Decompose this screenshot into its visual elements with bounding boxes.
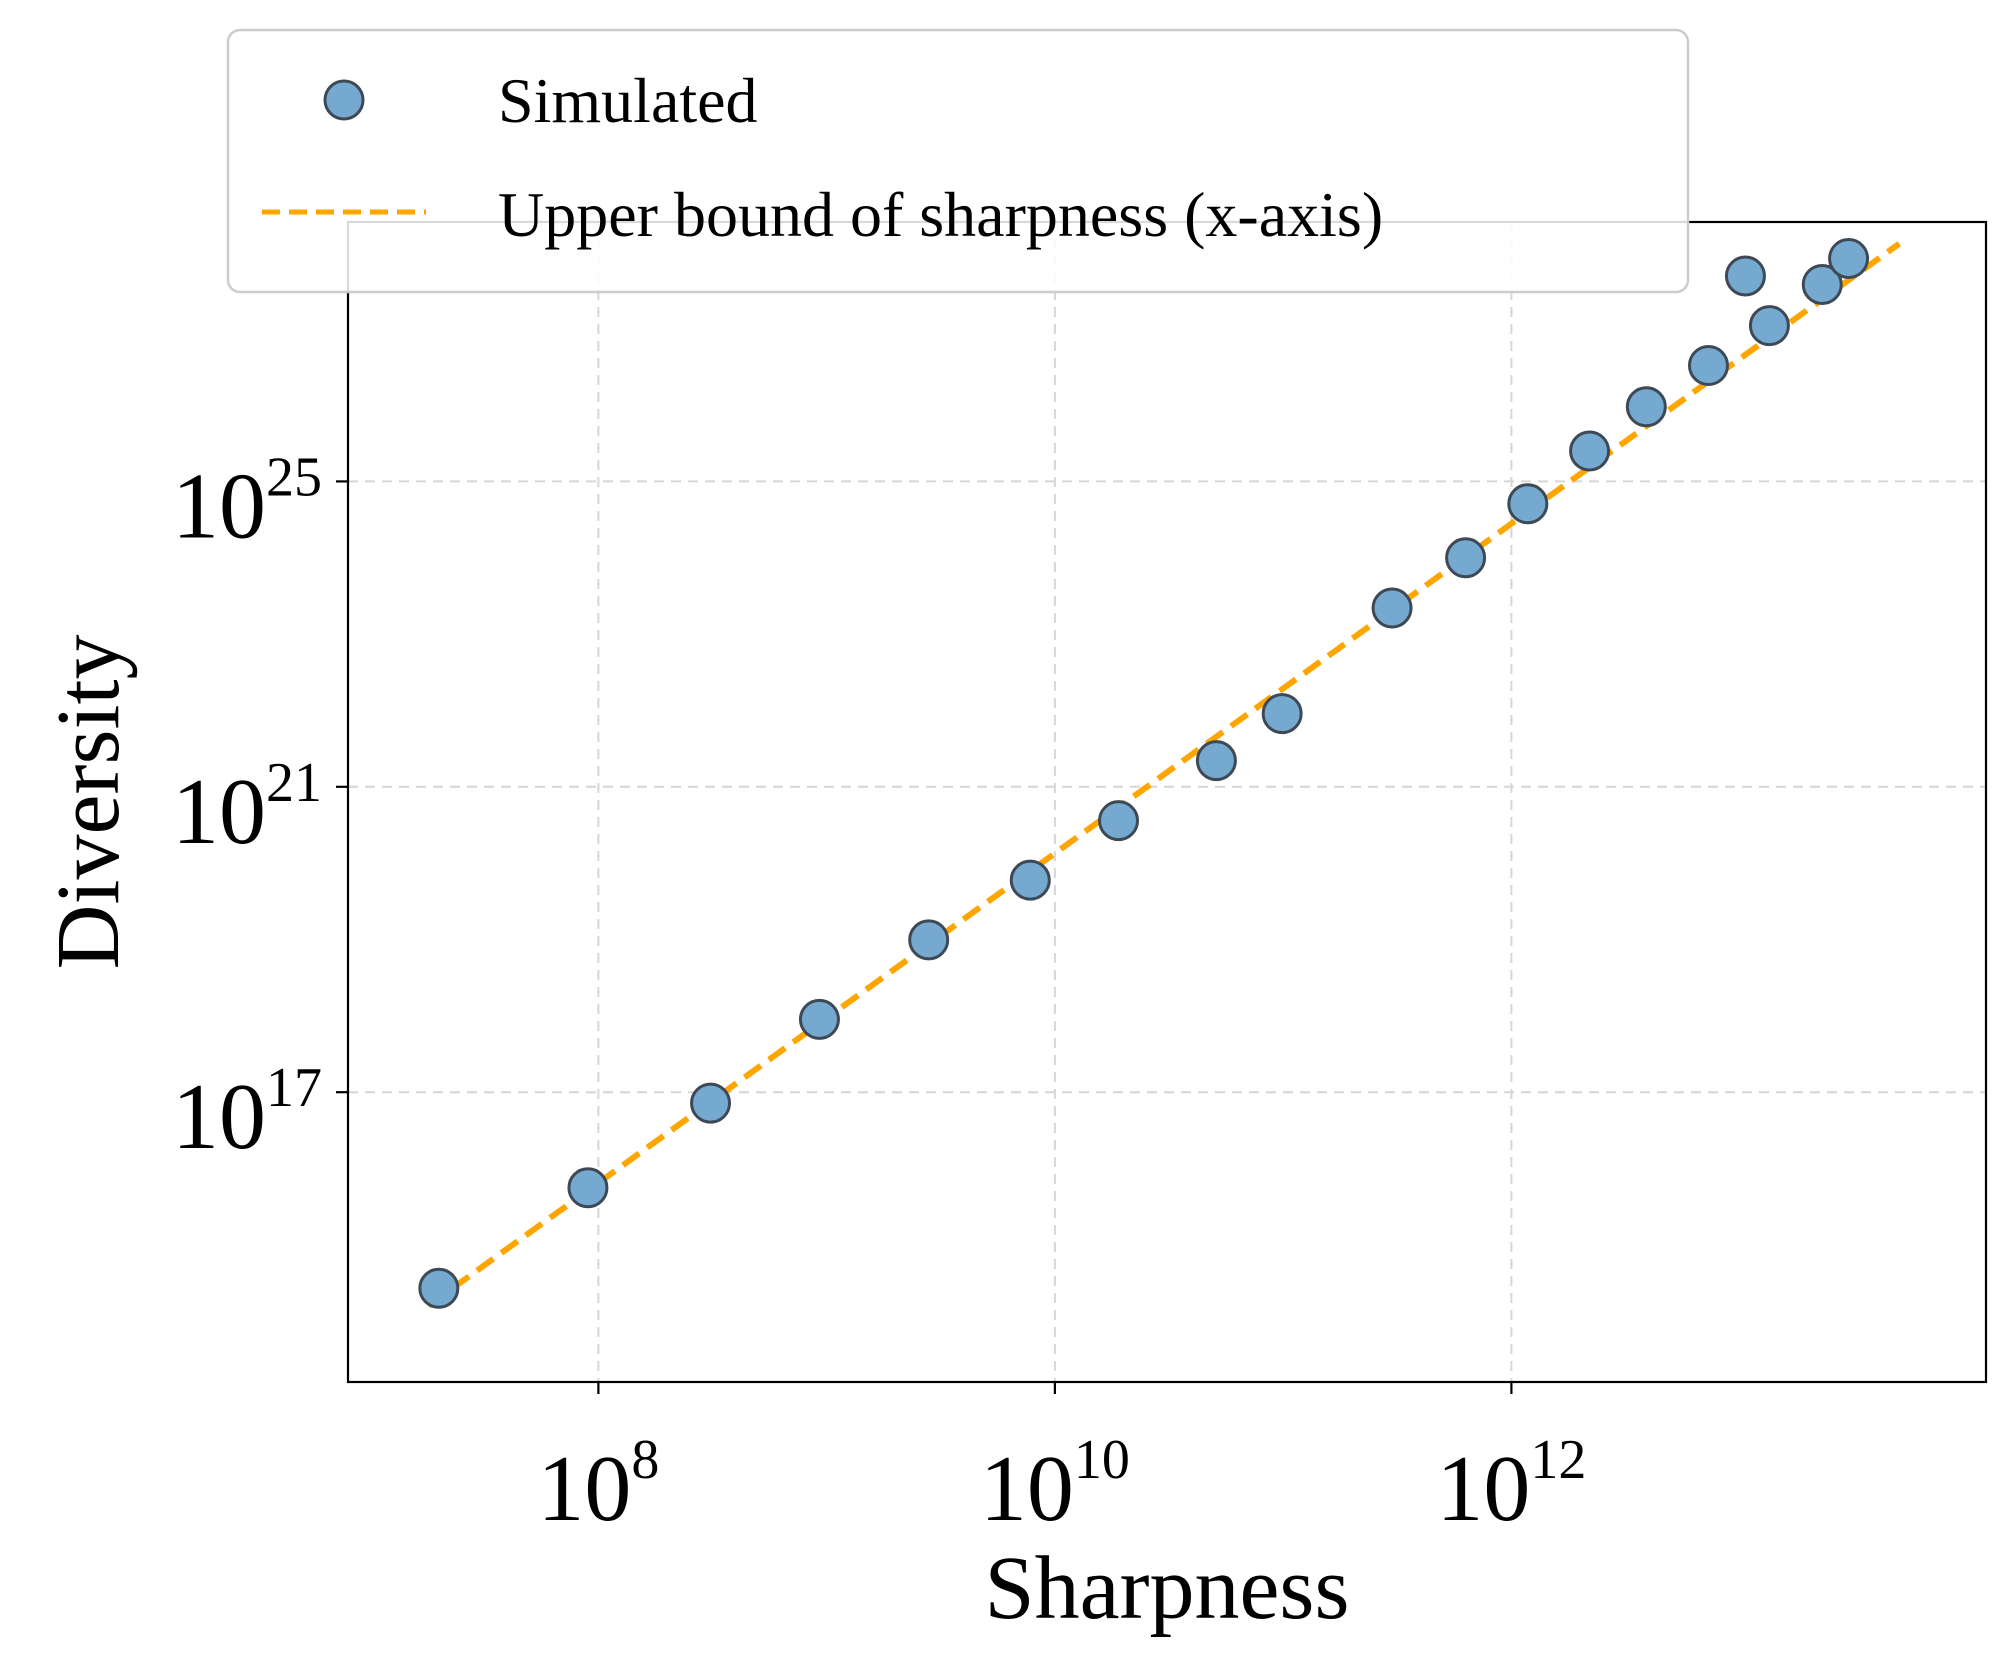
simulated-point <box>1371 587 1413 629</box>
legend-upper-bound-label: Upper bound of sharpness (x-axis) <box>498 179 1383 250</box>
simulated-point <box>1507 483 1549 525</box>
simulated-point <box>1261 693 1303 735</box>
legend-simulated-label: Simulated <box>498 65 758 136</box>
y-tick-label: 1021 <box>172 752 322 864</box>
grid-lines <box>348 222 1986 1382</box>
simulated-point <box>798 998 840 1040</box>
simulated-point <box>690 1082 732 1124</box>
y-tick-label: 1025 <box>172 446 322 558</box>
x-tick-label: 1010 <box>980 1429 1130 1541</box>
simulated-point <box>1195 740 1237 782</box>
x-tick-label: 1012 <box>1436 1429 1586 1541</box>
simulated-point <box>908 919 950 961</box>
legend-box <box>226 28 1690 294</box>
simulated-point <box>1687 344 1729 386</box>
simulated-point <box>418 1267 460 1309</box>
legend: Simulated Upper bound of sharpness (x-ax… <box>226 28 1690 294</box>
simulated-point <box>1801 263 1843 305</box>
x-axis-label: Sharpness <box>985 1539 1350 1638</box>
simulated-point <box>1098 800 1140 842</box>
simulated-point <box>567 1167 609 1209</box>
simulated-point <box>1748 305 1790 347</box>
upper-bound-line <box>426 241 1901 1309</box>
axis-ticks: 108 1010 1012 1017 1021 1025 <box>172 446 1586 1541</box>
simulated-point <box>1009 859 1051 901</box>
simulated-point <box>1569 430 1611 472</box>
y-tick-label: 1017 <box>172 1057 322 1169</box>
simulated-point <box>1828 238 1870 280</box>
simulated-point <box>1724 255 1766 297</box>
legend-simulated-marker <box>323 79 365 121</box>
simulated-point <box>1445 537 1487 579</box>
y-axis-label: Diversity <box>39 635 138 970</box>
x-tick-label: 108 <box>537 1429 659 1541</box>
upper-bound-line-layer <box>426 241 1901 1309</box>
simulated-point <box>1625 386 1667 428</box>
plot-frame <box>346 220 1988 1384</box>
simulated-points-layer <box>418 238 1870 1309</box>
